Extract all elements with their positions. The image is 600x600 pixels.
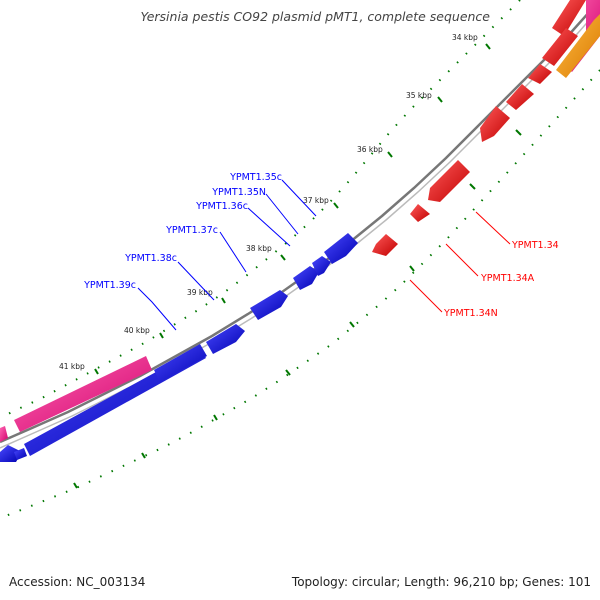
tick-label-36kbp: 36 kbp [357, 145, 383, 154]
gene-arrow-blue[interactable] [250, 290, 288, 320]
tick-label-38kbp: 38 kbp [246, 244, 272, 253]
gene-label-ypmt1-39c[interactable]: YPMT1.39c [83, 280, 136, 291]
gene-label-ypmt1-38c[interactable]: YPMT1.38c [124, 253, 177, 264]
gene-arrow-red[interactable] [428, 160, 470, 202]
gene-arrow-blue[interactable] [206, 324, 245, 354]
gene-label-ypmt1-34[interactable]: YPMT1.34 [511, 240, 559, 251]
tick-label-34kbp: 34 kbp [452, 33, 478, 42]
reverse-strand-genes [0, 233, 358, 462]
gene-label-ypmt1-35c[interactable]: YPMT1.35c [229, 172, 282, 183]
accession-text: Accession: NC_003134 [9, 575, 146, 589]
map-title: Yersinia pestis CO92 plasmid pMT1, compl… [140, 9, 490, 24]
gene-arrow-red[interactable] [528, 64, 552, 84]
forward-label-connectors [409, 211, 511, 313]
gene-label-ypmt1-35n[interactable]: YPMT1.35N [211, 187, 266, 198]
gene-arrow-red[interactable] [542, 28, 578, 66]
feature-bar-magenta[interactable] [0, 426, 8, 442]
feature-bar-orange[interactable] [556, 14, 600, 78]
feature-bar-magenta[interactable] [14, 356, 152, 432]
major-ticks [73, 43, 522, 489]
gene-arrow-blue[interactable] [14, 448, 27, 460]
summary-text: Topology: circular; Length: 96,210 bp; G… [291, 575, 591, 589]
backbone-outer [0, 0, 600, 444]
gene-arrow-red[interactable] [372, 234, 398, 256]
gene-label-ypmt1-34n[interactable]: YPMT1.34N [443, 308, 498, 319]
gene-label-ypmt1-34a[interactable]: YPMT1.34A [480, 273, 535, 284]
gene-arrow-blue[interactable] [293, 266, 319, 290]
backbone-inner [0, 7, 600, 449]
gene-arrow-blue[interactable] [324, 233, 358, 264]
tick-label-37kbp: 37 kbp [303, 196, 329, 205]
reverse-label-connectors [137, 179, 317, 331]
inner-tick-ring [0, 69, 600, 519]
gene-arrow-blue[interactable] [154, 344, 207, 382]
magenta-features [0, 0, 600, 442]
gene-arrow-blue[interactable] [312, 256, 331, 276]
gene-arrow-red[interactable] [480, 106, 510, 142]
gene-arrow-red[interactable] [506, 84, 534, 110]
forward-strand-genes [372, 0, 586, 256]
tick-labels: 34 kbp 35 kbp 36 kbp 37 kbp 38 kbp 39 kb… [59, 33, 478, 371]
outer-tick-ring [0, 0, 521, 419]
tick-label-41kbp: 41 kbp [59, 362, 85, 371]
gene-label-ypmt1-36c[interactable]: YPMT1.36c [195, 201, 248, 212]
tick-label-39kbp: 39 kbp [187, 288, 213, 297]
gene-labels: YPMT1.35c YPMT1.35N YPMT1.36c YPMT1.37c … [83, 172, 559, 319]
tick-label-40kbp: 40 kbp [124, 326, 150, 335]
gene-label-ypmt1-37c[interactable]: YPMT1.37c [165, 225, 218, 236]
gene-arrow-red[interactable] [552, 0, 586, 36]
tick-label-35kbp: 35 kbp [406, 91, 432, 100]
gene-arrow-red[interactable] [410, 204, 430, 222]
